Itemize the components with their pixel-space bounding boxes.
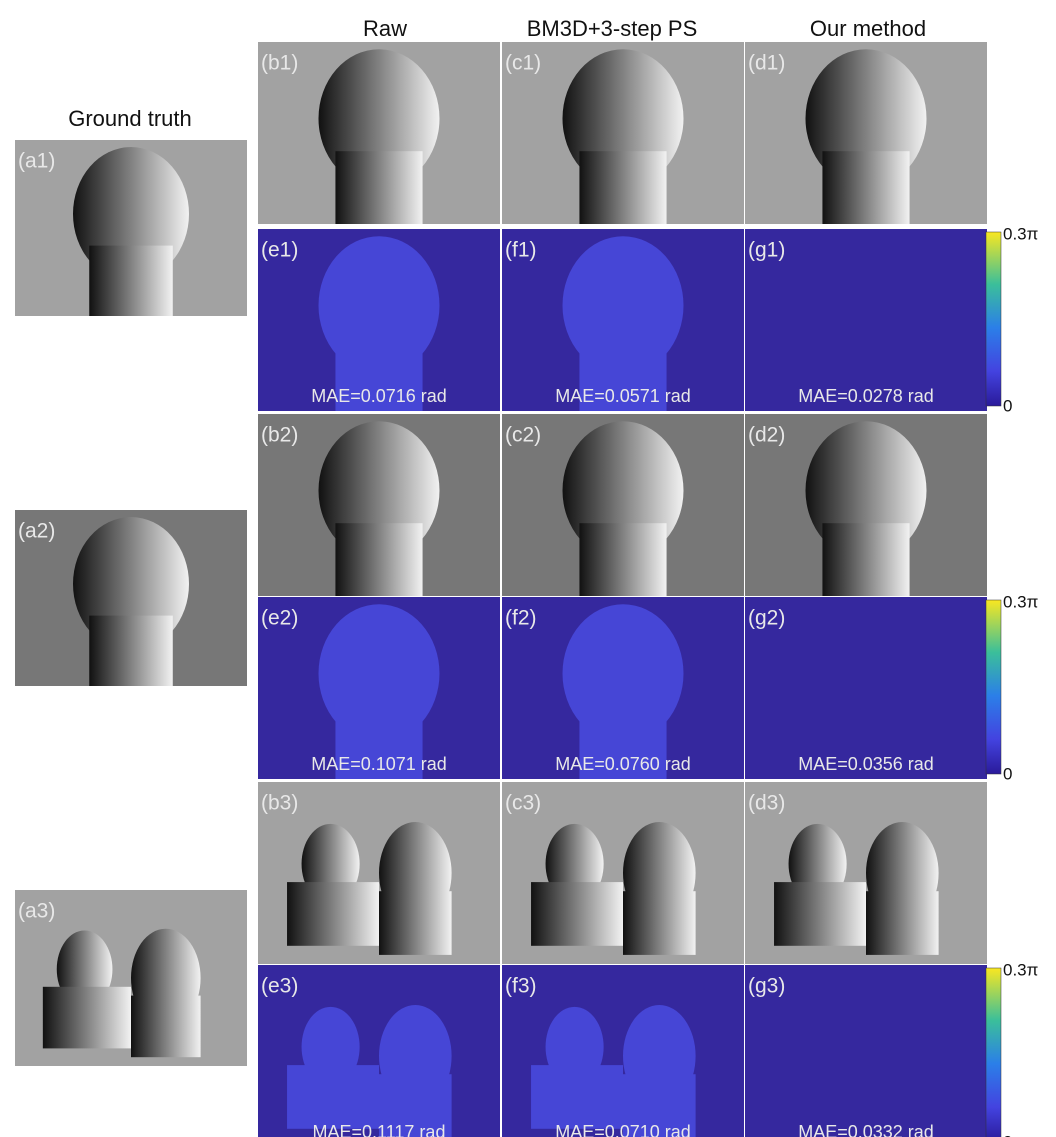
panel-label: (g3) <box>748 975 785 998</box>
panel-label: (f3) <box>505 975 537 998</box>
column-title: Ground truth <box>68 106 192 131</box>
object <box>287 1065 379 1129</box>
figure: Ground truth Raw BM3D+3-step PS Our meth… <box>0 0 1056 1137</box>
colorbar-max-label: 0.3π <box>1003 224 1038 243</box>
object <box>287 882 379 946</box>
column-title: BM3D+3-step PS <box>527 16 698 41</box>
object <box>379 891 452 955</box>
colorbar <box>986 600 1001 774</box>
panel-label: (a1) <box>18 150 55 173</box>
colorbar <box>986 968 1001 1137</box>
panel-label: (a3) <box>18 900 55 923</box>
panel-label: (b3) <box>261 792 298 815</box>
mae-label: MAE=0.0760 rad <box>555 754 691 774</box>
object <box>579 151 666 224</box>
object <box>866 891 939 955</box>
panel-label: (g1) <box>748 239 785 262</box>
column-title: Raw <box>363 16 407 41</box>
object <box>335 151 422 224</box>
colorbar-min-label: 0 <box>1003 1132 1012 1137</box>
panel-label: (g2) <box>748 607 785 630</box>
object <box>89 616 173 686</box>
mae-label: MAE=0.1117 rad <box>313 1122 446 1137</box>
panel-label: (e3) <box>261 975 298 998</box>
mae-label: MAE=0.0716 rad <box>311 386 447 406</box>
panel-label: (e1) <box>261 239 298 262</box>
panel-label: (b2) <box>261 424 298 447</box>
panel-label: (f2) <box>505 607 537 630</box>
mae-label: MAE=0.0356 rad <box>798 754 934 774</box>
object <box>531 1065 623 1129</box>
colorbar-max-label: 0.3π <box>1003 960 1038 979</box>
panel-label: (d2) <box>748 424 785 447</box>
panel-label: (f1) <box>505 239 537 262</box>
colorbar-max-label: 0.3π <box>1003 592 1038 611</box>
column-title: Our method <box>810 16 926 41</box>
panel-label: (c1) <box>505 52 541 75</box>
panel-label: (b1) <box>261 52 298 75</box>
colorbar <box>986 232 1001 406</box>
panel-label: (d3) <box>748 792 785 815</box>
mae-label: MAE=0.1071 rad <box>311 754 447 774</box>
panel-label: (c2) <box>505 424 541 447</box>
mae-label: MAE=0.0278 rad <box>798 386 934 406</box>
object <box>131 996 201 1058</box>
object <box>822 523 909 596</box>
mae-label: MAE=0.0571 rad <box>555 386 691 406</box>
object <box>822 151 909 224</box>
panel-label: (d1) <box>748 52 785 75</box>
object <box>335 523 422 596</box>
object <box>89 246 173 316</box>
colorbar-min-label: 0 <box>1003 764 1012 783</box>
panel-label: (e2) <box>261 607 298 630</box>
object <box>623 891 696 955</box>
mae-label: MAE=0.0710 rad <box>555 1122 691 1137</box>
panel-label: (a2) <box>18 520 55 543</box>
object <box>774 882 866 946</box>
object <box>531 882 623 946</box>
object <box>579 523 666 596</box>
panel-label: (c3) <box>505 792 541 815</box>
object <box>43 987 131 1049</box>
colorbar-min-label: 0 <box>1003 396 1012 415</box>
mae-label: MAE=0.0332 rad <box>798 1122 934 1137</box>
